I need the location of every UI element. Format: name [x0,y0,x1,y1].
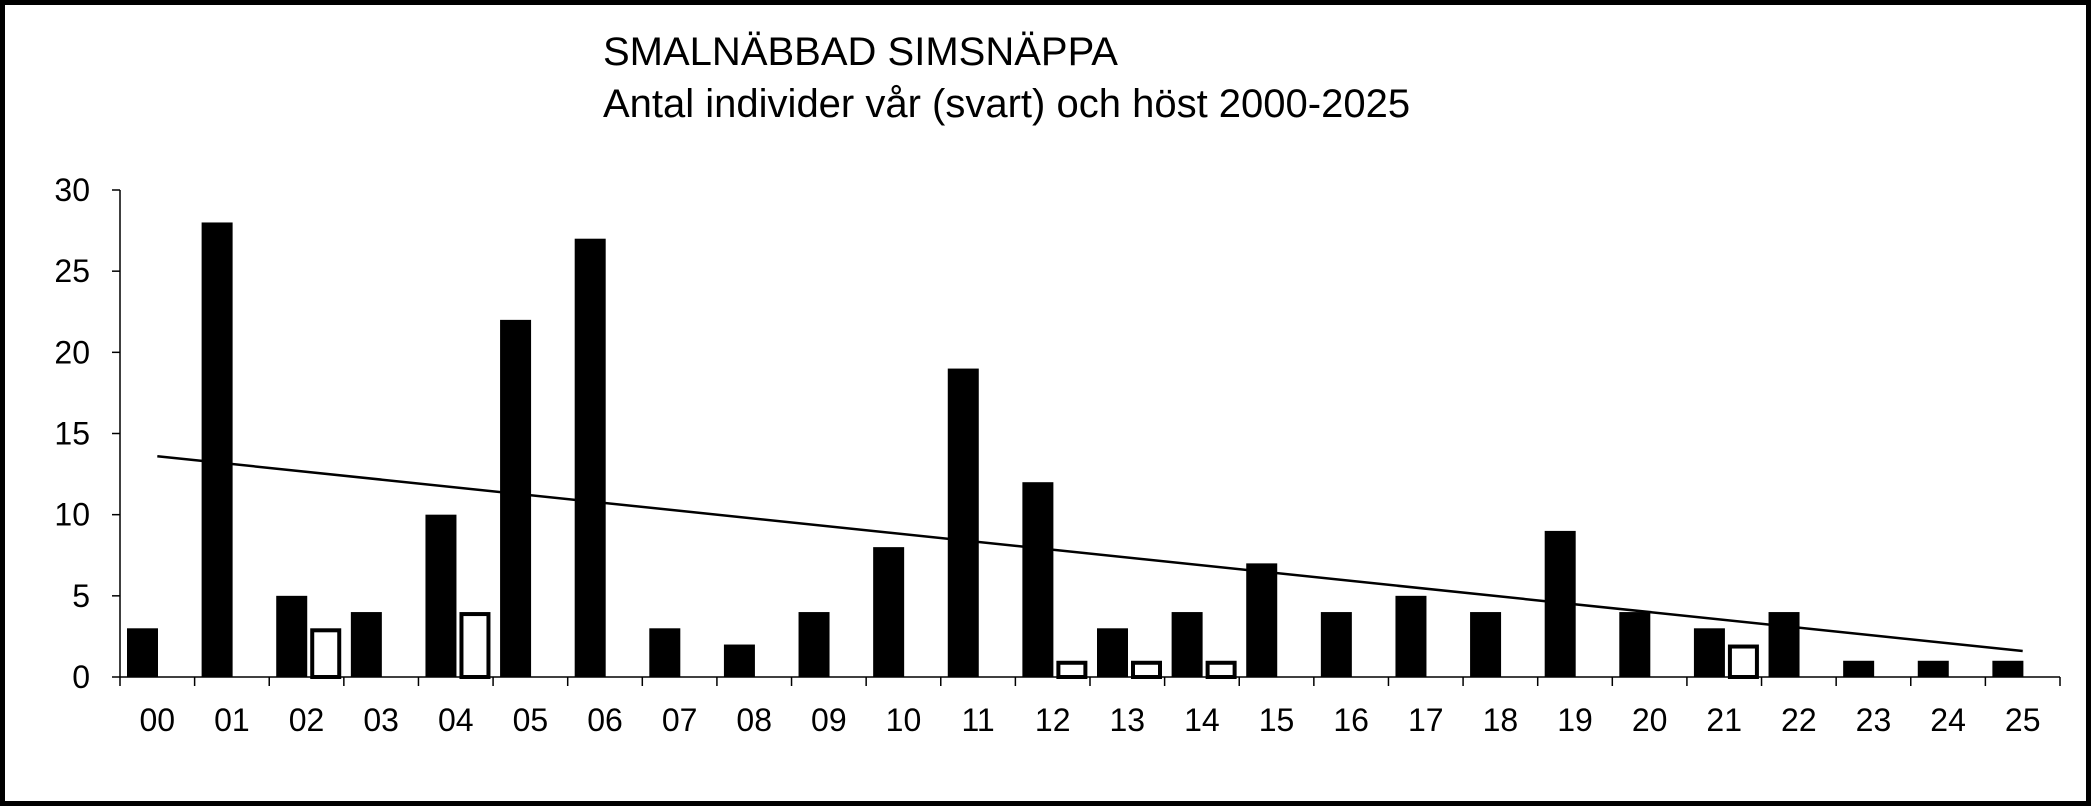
y-tick-label: 30 [54,172,90,208]
y-tick-label: 20 [54,334,90,370]
spring-bar-22 [1768,612,1800,677]
x-tick-label: 10 [886,702,922,738]
autumn-bar-21 [1727,644,1759,679]
spring-bar-06 [574,238,606,677]
x-tick-label: 03 [363,702,399,738]
x-tick-label: 07 [662,702,698,738]
trendline [157,454,2023,653]
spring-bar-15 [1246,563,1278,677]
x-tick-label: 09 [811,702,847,738]
x-tick-label: 12 [1035,702,1071,738]
spring-bar-11 [947,368,979,677]
spring-bar-18 [1470,612,1502,677]
spring-bar-02 [276,595,308,677]
spring-bar-23 [1843,660,1875,677]
x-tick-label: 23 [1856,702,1892,738]
autumn-bar-04 [459,612,491,679]
spring-bar-09 [798,612,830,677]
spring-bar-13 [1097,628,1128,677]
spring-bar-12 [1022,482,1054,677]
x-tick-label: 17 [1408,702,1444,738]
autumn-bar-02 [310,628,342,679]
spring-bar-21 [1693,628,1725,677]
y-tick-label: 5 [72,578,90,614]
chart-title-block: SMALNÄBBAD SIMSNÄPPA Antal individer vår… [603,26,1410,130]
trendline-group [157,454,2023,653]
bars [127,222,2024,679]
x-tick-label: 08 [736,702,772,738]
spring-bar-24 [1917,660,1949,677]
x-tick-label: 13 [1110,702,1146,738]
x-tick-label: 15 [1259,702,1295,738]
autumn-bar-12 [1056,660,1088,679]
x-tick-label: 00 [140,702,176,738]
spring-bar-05 [500,319,532,677]
x-axis: 00 01 02 03 04 05 06 07 08 09 10 11 12 13 14 15 16 17 18 19… [119,676,2061,738]
y-axis: 0 5 10 15 20 25 30 [54,172,121,695]
spring-bar-07 [649,628,681,677]
spring-bar-17 [1395,595,1427,677]
spring-bar-01 [201,222,233,677]
x-tick-label: 04 [438,702,474,738]
x-tick-label: 19 [1557,702,1593,738]
x-tick-label: 25 [2005,702,2041,738]
y-tick-label: 0 [72,659,90,695]
x-tick-label: 06 [587,702,623,738]
y-tick-label: 15 [54,416,90,452]
chart-title: SMALNÄBBAD SIMSNÄPPA [603,30,1118,74]
y-tick-label: 25 [54,253,90,289]
spring-bar-16 [1320,612,1352,677]
x-tick-label: 02 [289,702,325,738]
spring-bar-25 [1992,660,2024,677]
spring-bar-20 [1619,612,1651,677]
x-tick-label: 14 [1184,702,1220,738]
autumn-bar-13 [1131,660,1162,679]
autumn-bar-14 [1205,660,1237,679]
spring-bar-00 [127,628,158,677]
x-tick-label: 01 [214,702,250,738]
x-tick-label: 11 [961,702,994,738]
x-tick-label: 24 [1930,702,1966,738]
spring-bar-14 [1171,612,1203,677]
x-tick-label: 18 [1483,702,1519,738]
x-tick-label: 05 [513,702,549,738]
spring-bar-10 [873,547,905,677]
chart-subtitle: Antal individer vår (svart) och höst 200… [603,82,1411,126]
y-tick-label: 10 [54,497,90,533]
spring-bar-03 [350,612,382,677]
spring-bar-04 [425,514,457,677]
spring-bar-08 [723,644,755,677]
x-tick-label: 21 [1706,702,1742,738]
x-tick-label: 20 [1632,702,1668,738]
x-tick-label: 16 [1333,702,1369,738]
x-tick-label: 22 [1781,702,1817,738]
